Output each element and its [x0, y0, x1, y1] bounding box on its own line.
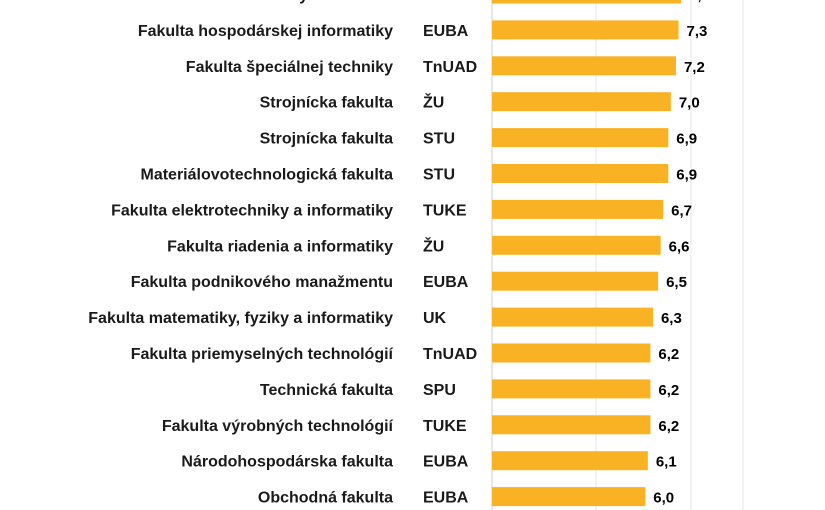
bar: [492, 343, 651, 363]
university-label: EUBA: [423, 454, 469, 471]
chart-row: Fakulta elektrotechniky a informatiky TUK…: [111, 199, 692, 219]
chart-row: Fakulta podnikového manažmentu EUBA 6,5: [131, 271, 687, 291]
bar: [492, 92, 671, 112]
data-label: 6,9: [676, 167, 697, 184]
data-label: 6,2: [658, 418, 679, 435]
faculty-label: Fakulta špeciálnej techniky: [186, 59, 393, 76]
chart-row: Strojnícka fakulta ŽU 7,0: [260, 92, 700, 112]
chart-row: Fakulta hospodárskej informatiky EUBA 7,3: [138, 20, 708, 40]
data-label: 6,5: [666, 274, 687, 291]
chart-row: Fakulta špeciálnej techniky TnUAD 7,2: [186, 56, 705, 76]
chart-row: Technická fakulta SPU 6,2: [260, 379, 679, 399]
university-label: TnUAD: [423, 59, 477, 76]
data-label: 7,4: [689, 0, 711, 4]
data-label: 7,2: [684, 59, 705, 76]
chart-row: Fakulta matematiky, fyziky a informatiky…: [88, 307, 682, 327]
faculty-label: Fakulta podnikového manažmentu: [131, 274, 393, 291]
bar: [492, 164, 669, 183]
bar: [492, 415, 651, 435]
chart-row: Národohospodárska fakulta EUBA 6,1: [181, 451, 677, 471]
data-label: 7,0: [679, 95, 700, 112]
bar: [492, 451, 648, 471]
data-label: 6,0: [653, 490, 674, 507]
bar: [492, 0, 682, 4]
data-label: 6,1: [656, 454, 677, 471]
university-label: STU: [423, 131, 455, 148]
bar: [492, 199, 664, 219]
faculty-label: Fakulta elektrotechniky a informatiky: [111, 202, 393, 219]
data-label: 6,6: [669, 238, 690, 255]
faculty-label: Fakulta riadenia a informatiky: [167, 238, 393, 255]
university-label: EUBA: [423, 490, 469, 507]
university-label: TUKE: [423, 418, 467, 435]
faculty-label: Fakulta výrobných technológií: [162, 418, 394, 435]
chart-row: Fakulta riadenia a informatiky ŽU 6,6: [167, 235, 690, 255]
bar: [492, 235, 661, 255]
chart-row: Fakulta výrobných technológií TUKE 6,2: [162, 415, 679, 435]
data-label: 6,2: [658, 346, 679, 363]
data-label: 6,3: [661, 310, 682, 327]
faculty-label: Materiálovotechnologická fakulta: [140, 167, 393, 184]
chart-row: Fakulta medzinárodných vzťahov EUBA 7,4: [139, 0, 711, 4]
university-label: SPU: [423, 382, 456, 399]
bar: [492, 56, 676, 76]
university-label: EUBA: [423, 274, 469, 291]
university-label: EUBA: [423, 23, 469, 40]
university-label: TnUAD: [423, 346, 477, 363]
data-label: 6,7: [671, 202, 692, 219]
chart-row: Fakulta priemyselných technológií TnUAD 6,…: [131, 343, 679, 363]
bar: [492, 379, 651, 399]
university-label: ŽU: [423, 93, 444, 112]
faculty-label: Fakulta hospodárskej informatiky: [138, 23, 393, 40]
faculty-label: Fakulta matematiky, fyziky a informatiky: [88, 310, 393, 327]
faculty-label: Strojnícka fakulta: [260, 95, 393, 112]
data-label: 7,3: [687, 23, 708, 40]
university-label: EUBA: [423, 0, 469, 4]
faculty-label: Národohospodárska fakulta: [181, 454, 393, 471]
faculty-label: Fakulta priemyselných technológií: [131, 346, 394, 363]
chart-rows: Fakulta medzinárodných vzťahovEUBA7,4Fak…: [88, 0, 711, 507]
university-label: TUKE: [423, 202, 467, 219]
data-label: 6,2: [658, 382, 679, 399]
chart-row: Strojnícka fakulta STU 6,9: [260, 128, 697, 148]
faculty-label: Strojnícka fakulta: [260, 131, 393, 148]
bar: [492, 128, 669, 148]
bar: [492, 307, 653, 327]
data-label: 6,9: [676, 131, 697, 148]
chart-row: Obchodná fakulta EUBA 6,0: [258, 487, 674, 507]
university-label: STU: [423, 167, 455, 184]
bar: [492, 20, 679, 40]
bar: [492, 271, 659, 291]
faculty-label: Fakulta medzinárodných vzťahov: [139, 0, 393, 4]
faculty-label: Obchodná fakulta: [258, 490, 393, 507]
university-label: UK: [423, 310, 447, 327]
chart-row: Materiálovotechnologická fakulta STU 6,9: [140, 164, 697, 184]
university-label: ŽU: [423, 236, 444, 255]
bar: [492, 487, 646, 507]
faculty-label: Technická fakulta: [260, 382, 393, 399]
